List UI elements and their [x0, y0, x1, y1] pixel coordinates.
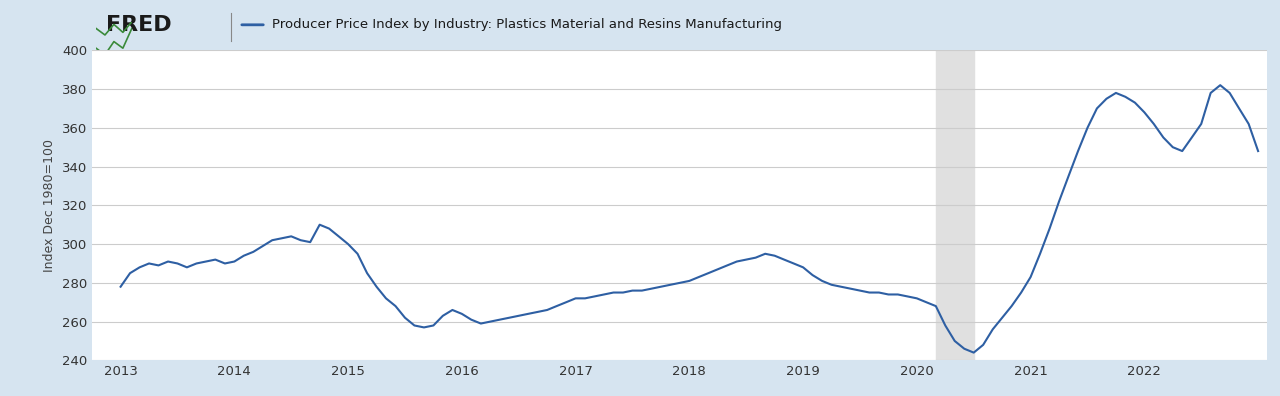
Text: Producer Price Index by Industry: Plastics Material and Resins Manufacturing: Producer Price Index by Industry: Plasti…: [271, 18, 782, 31]
Bar: [936, 50, 974, 360]
Y-axis label: Index Dec 1980=100: Index Dec 1980=100: [44, 139, 56, 272]
Text: FRED: FRED: [106, 15, 172, 35]
